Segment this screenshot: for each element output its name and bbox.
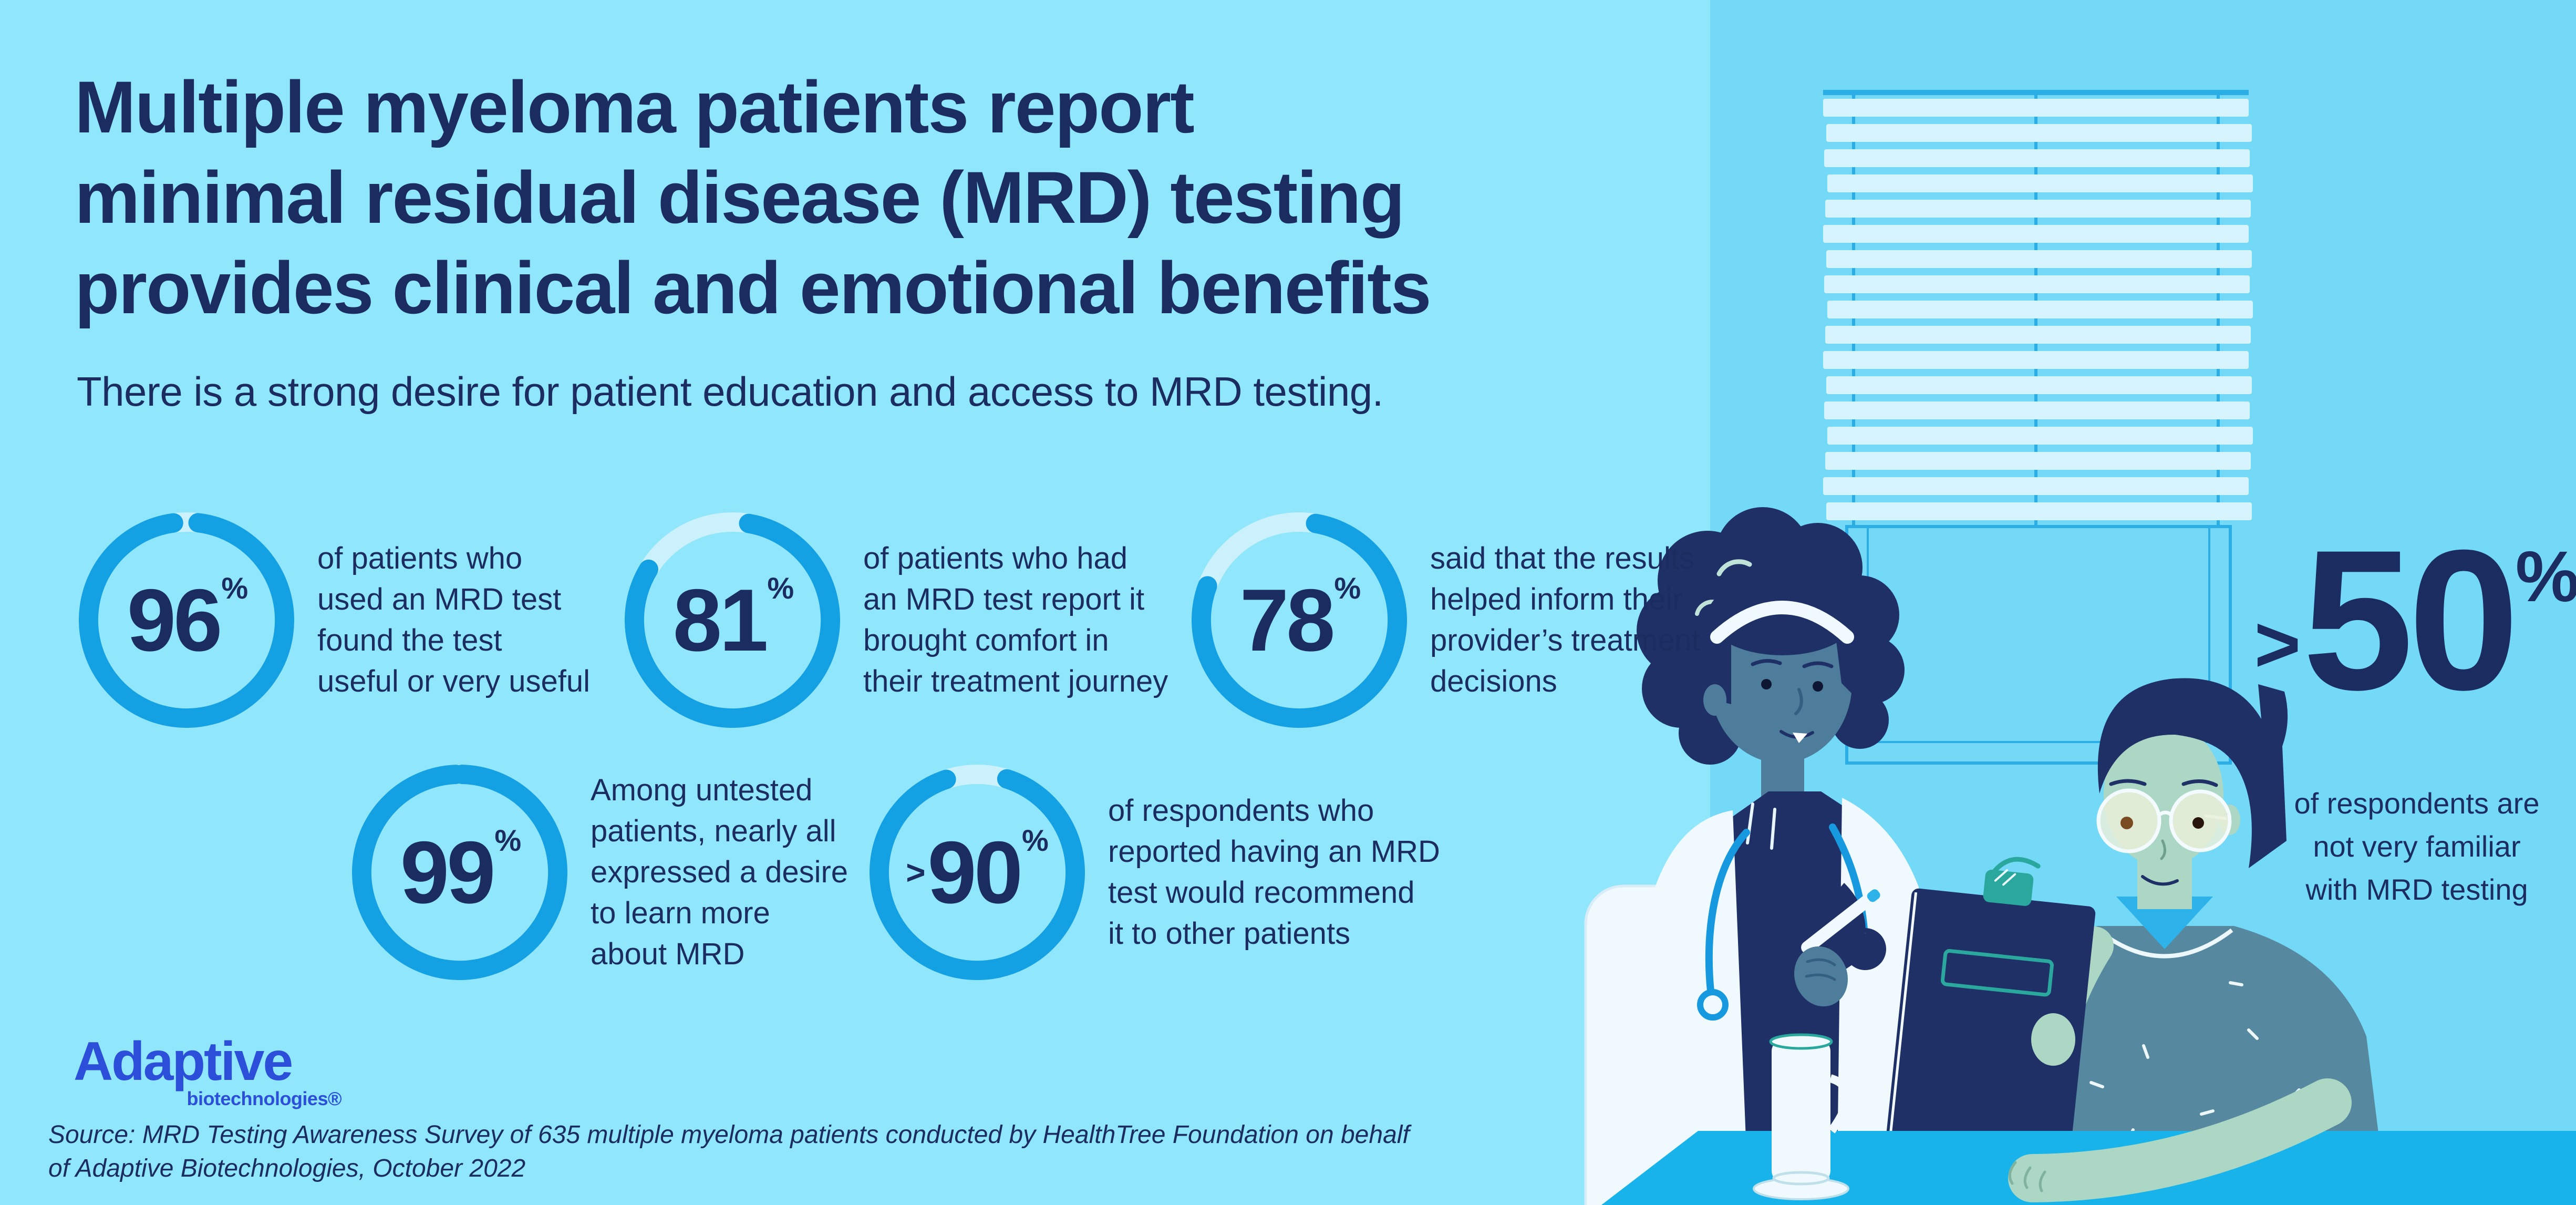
stat-description: Among untested patients, nearly all expres… [591,773,849,971]
clipboard [1884,857,2096,1180]
stat-description: of patients who used an MRD test found the… [317,541,591,698]
adaptive-logo: Adaptive biotechnologies® [74,1034,342,1110]
patient-resting-arm [2008,1078,2352,1202]
stat-percent: 96% [127,570,249,670]
doctor-figure [1612,507,1942,1205]
stat-percent: 81% [673,570,794,670]
stat-description: said that the results helped inform their… [1430,541,1700,698]
big-stat-description: of respondents are not very familiar with … [2294,787,2540,906]
stat-percent: >90% [906,822,1049,922]
coffee-cup [1753,1033,1851,1200]
blinds-slats [1823,99,2253,520]
stat-description: of respondents who reported having an MRD… [1108,794,1440,951]
stat-not-familiar: >50% of respondents are not very familiar… [2249,508,2576,911]
logo-tagline: biotechnologies® [187,1088,342,1109]
stat-mrd-test-useful: 96% of patients who used an MRD test found… [79,512,590,728]
page-subtitle: There is a strong desire for patient edu… [77,368,1383,415]
patient-hand [2031,1013,2075,1066]
stat-percent: 78% [1239,570,1361,670]
stat-brought-comfort: 81% of patients who had an MRD test repor… [625,512,1168,728]
doctor-patient-illustration [1584,90,2576,1205]
stat-percent: 99% [400,822,522,922]
stat-desire-to-learn: 99% Among untested patients, nearly all ex… [352,765,848,980]
stat-description: of patients who had an MRD test report it… [863,541,1168,698]
logo-wordmark: Adaptive [74,1031,293,1092]
pen [1801,889,1880,954]
donut-chart-99: 99% [352,765,567,980]
stat-would-recommend: >90% of respondents who reported having a… [870,765,1440,980]
donut-chart-96: 96% [79,512,294,728]
glasses [2096,788,2232,853]
donut-chart-90: >90% [870,765,1085,980]
donut-chart-78: 78% [1192,512,1407,728]
big-stat-percent: >50% [2254,508,2576,732]
donut-chart-81: 81% [625,512,840,728]
page-title: Multiple myeloma patients report minimal … [75,66,1432,329]
source-citation: Source: MRD Testing Awareness Survey of … [48,1121,1410,1182]
window-with-blinds [1823,90,2253,765]
stat-informed-treatment: 78% said that the results helped inform t… [1192,512,1700,728]
